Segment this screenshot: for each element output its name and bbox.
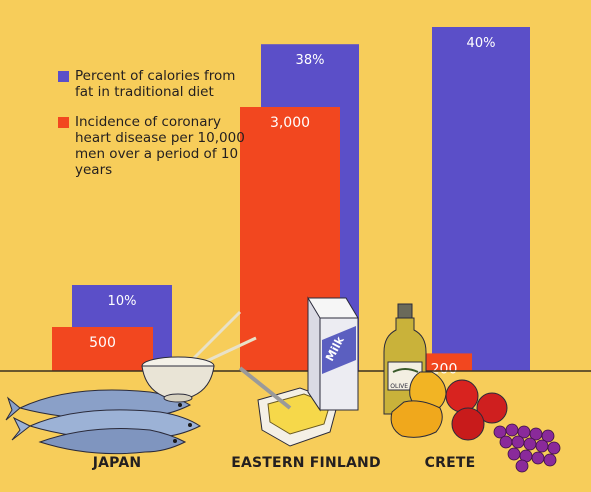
rice-bowl-icon bbox=[141, 310, 257, 403]
legend-item-heart: Incidence of coronary heart disease per … bbox=[58, 114, 248, 178]
bar-label-heart-crete: 200 bbox=[431, 361, 458, 377]
category-label-crete: CRETE bbox=[424, 455, 476, 471]
bars-layer bbox=[52, 27, 530, 371]
bar-fat-crete bbox=[432, 27, 530, 371]
category-label-eastern-finland: EASTERN FINLAND bbox=[231, 455, 381, 471]
bar-label-fat-eastern-finland: 38% bbox=[296, 53, 325, 68]
bar-label-fat-japan: 10% bbox=[108, 294, 137, 309]
olive-oil-label: OLIVE OIL bbox=[390, 383, 420, 390]
legend-swatch-heart bbox=[58, 117, 69, 128]
bar-label-heart-japan: 500 bbox=[89, 335, 116, 351]
bar-labels-layer: 10% 38% 40% 500 3,000 200 bbox=[89, 36, 495, 377]
bar-heart-japan bbox=[52, 327, 153, 371]
legend-label-fat: Percent of calories from fat in traditio… bbox=[75, 68, 236, 100]
fish-icon bbox=[5, 389, 201, 455]
legend-item-fat: Percent of calories from fat in traditio… bbox=[58, 68, 248, 100]
milk-carton-icon: Milk bbox=[307, 296, 359, 412]
bar-heart-crete bbox=[416, 353, 472, 371]
category-label-japan: JAPAN bbox=[92, 455, 142, 471]
legend-label-heart: Incidence of coronary heart disease per … bbox=[75, 114, 245, 178]
bar-label-fat-crete: 40% bbox=[467, 36, 496, 51]
bar-label-heart-eastern-finland: 3,000 bbox=[270, 115, 310, 131]
legend-swatch-fat bbox=[58, 71, 69, 82]
fruit-icon bbox=[390, 371, 561, 473]
legend: Percent of calories from fat in traditio… bbox=[58, 68, 248, 192]
